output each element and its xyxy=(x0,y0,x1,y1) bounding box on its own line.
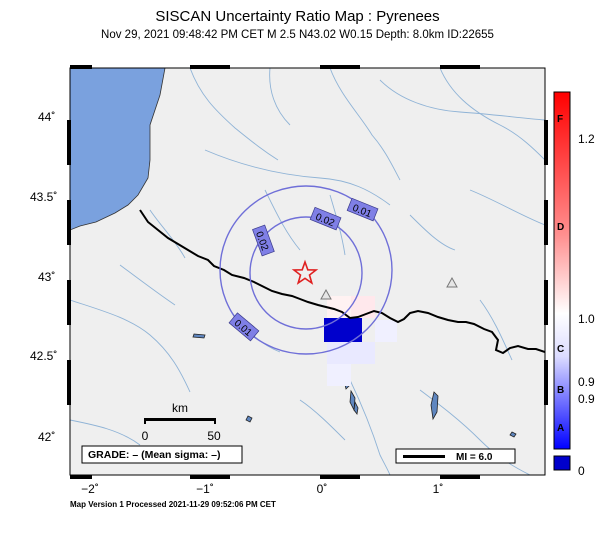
scale-left-label: 0 xyxy=(142,429,149,443)
epicenter-star-icon[interactable] xyxy=(291,259,319,285)
colorbar-value: 1.0 xyxy=(578,312,595,326)
contour-inner xyxy=(249,216,363,330)
colorbar-letter: C xyxy=(557,344,564,355)
colorbar-value: 0.9 xyxy=(578,375,595,389)
mi-legend: MI = 6.0 xyxy=(395,448,516,464)
grade-text: GRADE: – (Mean sigma: –) xyxy=(88,449,220,461)
lon-label: −2˚ xyxy=(81,482,99,496)
station-triangle-icon[interactable] xyxy=(320,288,332,300)
lon-label: −1˚ xyxy=(196,482,214,496)
national-border xyxy=(139,209,545,355)
lat-label: 43.5˚ xyxy=(30,190,57,204)
sea-area xyxy=(70,68,166,231)
colorbar-value: 1.2 xyxy=(578,132,595,146)
colorbar-letter: F xyxy=(557,114,563,125)
mi-legend-text: MI = 6.0 xyxy=(456,452,493,463)
map-area[interactable]: 0.01 0.02 0.02 0.01 km 0 50 xyxy=(70,68,545,475)
lat-label: 42.5˚ xyxy=(30,349,57,363)
map-border-ticks xyxy=(67,65,548,479)
uncertainty-contours xyxy=(219,185,393,355)
colorbar: F D C B A 1.2 1.0 0.9 0.9 0 xyxy=(553,91,595,478)
grade-box: GRADE: – (Mean sigma: –) xyxy=(81,445,243,464)
map-subtitle: Nov 29, 2021 09:48:42 PM CET M 2.5 N43.0… xyxy=(101,29,494,41)
colorbar-letter: B xyxy=(557,385,564,396)
station-triangle-icon[interactable] xyxy=(446,276,458,288)
colorbar-value: 0.9 xyxy=(578,392,595,406)
colorbar-zero-swatch xyxy=(553,455,571,471)
colorbar-value: 0 xyxy=(578,464,585,478)
lon-label: 0˚ xyxy=(317,482,328,496)
lat-label: 42˚ xyxy=(38,430,55,444)
lat-label: 44˚ xyxy=(38,110,55,124)
scale-bar: km 0 50 xyxy=(142,401,221,443)
scale-right-label: 50 xyxy=(207,429,221,443)
lat-label: 43˚ xyxy=(38,270,55,284)
map-frame xyxy=(69,67,546,476)
lon-label: 1˚ xyxy=(433,482,444,496)
map-title: SISCAN Uncertainty Ratio Map : Pyrenees xyxy=(155,8,440,25)
colorbar-letter: D xyxy=(557,222,564,233)
contour-outer xyxy=(219,185,393,355)
colorbar-letter: A xyxy=(557,423,564,434)
scale-unit: km xyxy=(172,401,188,415)
map-footer: Map Version 1 Processed 2021-11-29 09:52… xyxy=(70,500,276,509)
